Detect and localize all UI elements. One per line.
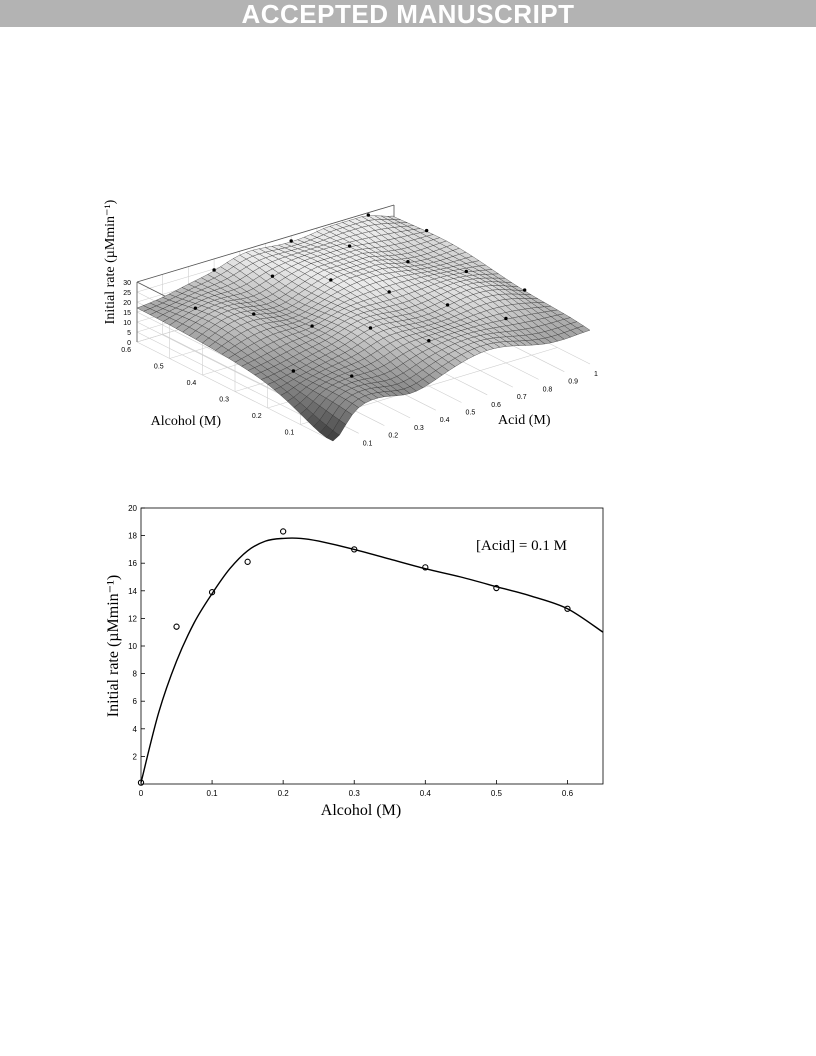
scatter-ticks: 0 0.1 0.2 0.3 0.4 0.5 0.6 2 4 6 8 10 12 14 16 18 20 <box>128 504 573 798</box>
x-tick-label: 0.1 <box>207 789 219 798</box>
x-tick-label: 0.9 <box>568 379 578 386</box>
data-point <box>564 605 571 612</box>
y-tick-label: 0.6 <box>121 347 131 354</box>
surface-zlabel: Initial rate (µMmin⁻¹) <box>103 199 118 324</box>
x-tick-label: 0.3 <box>349 789 361 798</box>
x-tick-label: 0.3 <box>414 425 424 432</box>
z-tick-label: 30 <box>123 280 131 287</box>
z-tick-label: 20 <box>123 300 131 307</box>
surface-facet <box>387 216 401 220</box>
data-point <box>137 779 145 786</box>
surface-mesh <box>136 215 591 442</box>
surface-plot: 0 5 10 15 20 25 30 0.1 0.2 0.3 0.4 0.5 0.6 0.7 0.8 0.9 1… <box>103 199 598 447</box>
box-edge <box>136 204 395 283</box>
surface-data-point <box>350 374 354 378</box>
x-tick-label: 0.5 <box>491 789 503 798</box>
data-point <box>351 546 358 553</box>
data-point <box>493 584 500 592</box>
y-tick-label: 8 <box>133 670 138 679</box>
surface-data-point <box>427 339 431 343</box>
y-tick-label: 0.4 <box>187 380 197 387</box>
surface-data-point <box>291 369 296 373</box>
x-tick-label: 0.1 <box>363 440 373 447</box>
y-tick-label: 4 <box>133 725 138 734</box>
surface-data-point <box>445 303 450 307</box>
surface-data-point <box>424 228 429 233</box>
surface-data-point <box>193 306 198 310</box>
y-tick-label: 0.3 <box>219 397 229 404</box>
manuscript-banner: ACCEPTED MANUSCRIPT <box>0 0 816 29</box>
surface-tick-labels: 0 5 10 15 20 25 30 0.1 0.2 0.3 0.4 0.5 0.6 0.7 0.8 0.9 1… <box>121 280 598 447</box>
banner-text: ACCEPTED MANUSCRIPT <box>241 0 575 29</box>
surface-data-point <box>212 268 216 272</box>
surface-data-point <box>270 274 275 278</box>
data-point <box>280 528 287 535</box>
y-tick-label: 0.1 <box>285 430 295 437</box>
y-tick-label: 2 <box>133 752 138 761</box>
scatter-xlabel: Alcohol (M) <box>321 802 401 819</box>
x-tick-label: 0.5 <box>466 410 476 417</box>
fit-curve <box>140 537 604 783</box>
surface-data-point <box>522 288 527 292</box>
scatter-annotation: [Acid] = 0.1 M <box>476 538 567 554</box>
x-tick-label: 0.2 <box>278 789 290 798</box>
surface-data-point <box>252 312 256 316</box>
surface-data-point <box>504 316 508 321</box>
z-tick-label: 25 <box>123 290 131 297</box>
x-tick-label: 1 <box>594 371 598 378</box>
surface-data-point <box>368 326 373 330</box>
y-tick-label: 20 <box>128 504 137 513</box>
x-tick-label: 0.2 <box>388 433 398 440</box>
scatter-ylabel: Initial rate (µMmin⁻¹) <box>105 575 122 717</box>
y-tick-label: 0.5 <box>154 364 164 371</box>
y-tick-label: 14 <box>128 587 137 596</box>
y-tick-label: 18 <box>128 532 137 541</box>
z-tick-label: 10 <box>123 320 131 327</box>
surface-xlabel: Acid (M) <box>498 413 551 428</box>
surface-ylabel: Alcohol (M) <box>151 414 222 429</box>
z-tick-label: 5 <box>127 330 131 337</box>
surface-data-point <box>406 259 410 264</box>
surface-data-point <box>464 269 468 274</box>
x-tick-label: 0.8 <box>543 386 553 393</box>
scatter-plot: 0 0.1 0.2 0.3 0.4 0.5 0.6 2 4 6 8 10 12 14 16 18 20 [Aci… <box>105 504 604 819</box>
data-point <box>244 558 251 565</box>
data-point <box>422 564 429 571</box>
surface-data-point <box>289 239 293 243</box>
x-tick-label: 0.4 <box>440 417 450 424</box>
x-tick-label: 0.6 <box>491 402 501 409</box>
x-tick-label: 0.6 <box>562 789 574 798</box>
y-tick-label: 6 <box>133 697 138 706</box>
y-tick-label: 16 <box>128 559 137 568</box>
z-tick-label: 15 <box>123 310 131 317</box>
y-tick-label: 10 <box>128 642 137 651</box>
x-tick-label: 0 <box>139 789 144 798</box>
y-tick-label: 0.2 <box>252 413 262 420</box>
scatter-points <box>137 528 571 786</box>
surface-data-point <box>310 324 314 328</box>
surface-data-points <box>193 213 527 378</box>
surface-data-point <box>347 244 352 248</box>
surface-data-point <box>366 213 370 217</box>
x-tick-label: 0.4 <box>420 789 432 798</box>
data-point <box>208 589 216 596</box>
surface-data-point <box>387 290 391 294</box>
x-tick-label: 0.7 <box>517 394 527 401</box>
z-tick-label: 0 <box>127 340 131 347</box>
surface-data-point <box>329 278 333 282</box>
data-point <box>173 623 180 630</box>
y-tick-label: 12 <box>128 614 137 623</box>
